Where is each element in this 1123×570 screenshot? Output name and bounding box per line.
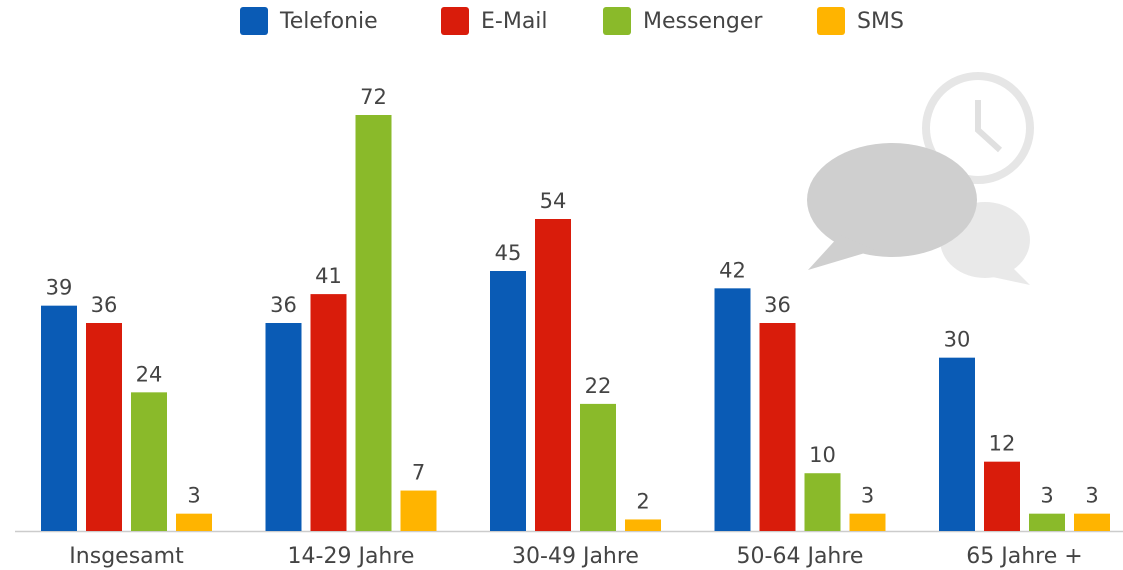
bar bbox=[355, 115, 392, 531]
bar bbox=[310, 294, 347, 531]
bar bbox=[490, 271, 526, 531]
bar bbox=[535, 219, 571, 531]
bar bbox=[41, 305, 77, 531]
value-label: 24 bbox=[136, 362, 163, 386]
value-label: 3 bbox=[861, 484, 874, 508]
legend-swatch bbox=[240, 7, 268, 35]
value-label: 42 bbox=[719, 258, 746, 282]
x-tick-label: 14-29 Jahre bbox=[288, 544, 415, 569]
bar bbox=[984, 461, 1020, 531]
bar bbox=[265, 323, 302, 531]
legend-label: E-Mail bbox=[481, 9, 548, 34]
bar bbox=[1074, 513, 1110, 531]
value-label: 39 bbox=[46, 276, 73, 300]
value-label: 3 bbox=[187, 484, 200, 508]
bar bbox=[849, 513, 886, 531]
bar bbox=[625, 519, 661, 531]
bar bbox=[400, 490, 437, 531]
bar bbox=[759, 323, 796, 531]
value-label: 36 bbox=[764, 293, 791, 317]
legend-swatch bbox=[441, 7, 469, 35]
legend-label: SMS bbox=[857, 9, 904, 34]
bar bbox=[939, 357, 975, 531]
value-label: 45 bbox=[495, 241, 522, 265]
value-label: 10 bbox=[809, 443, 836, 467]
bar bbox=[176, 513, 212, 531]
x-tick-label: 65 Jahre + bbox=[966, 544, 1082, 569]
value-label: 41 bbox=[315, 264, 342, 288]
value-label: 22 bbox=[585, 374, 612, 398]
value-label: 72 bbox=[360, 85, 387, 109]
value-label: 30 bbox=[944, 328, 971, 352]
x-tick-label: 50-64 Jahre bbox=[737, 544, 864, 569]
chat-icon bbox=[807, 72, 1034, 285]
x-tick-label: Insgesamt bbox=[69, 544, 184, 569]
value-label: 36 bbox=[91, 293, 118, 317]
value-label: 7 bbox=[412, 461, 425, 485]
bar bbox=[131, 392, 167, 531]
legend-swatch bbox=[603, 7, 631, 35]
legend-label: Messenger bbox=[643, 9, 763, 34]
legend-swatch bbox=[817, 7, 845, 35]
value-label: 36 bbox=[270, 293, 297, 317]
value-label: 3 bbox=[1085, 484, 1098, 508]
bar bbox=[86, 323, 122, 531]
value-label: 54 bbox=[540, 189, 567, 213]
value-label: 3 bbox=[1040, 484, 1053, 508]
value-label: 12 bbox=[989, 432, 1016, 456]
legend-label: Telefonie bbox=[279, 9, 378, 34]
bar bbox=[714, 288, 751, 531]
bar bbox=[580, 403, 616, 531]
bar bbox=[1029, 513, 1065, 531]
x-tick-label: 30-49 Jahre bbox=[512, 544, 639, 569]
value-label: 2 bbox=[636, 489, 649, 513]
bar bbox=[804, 473, 841, 531]
